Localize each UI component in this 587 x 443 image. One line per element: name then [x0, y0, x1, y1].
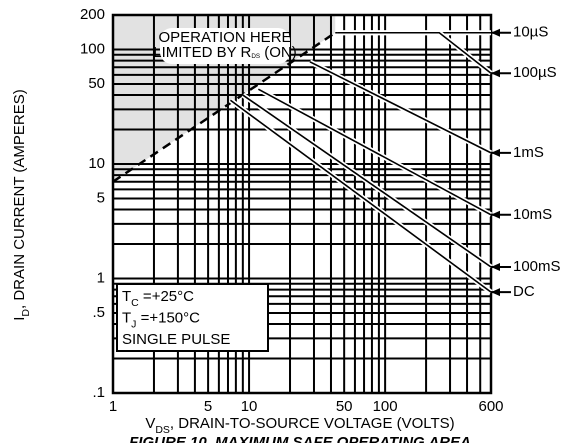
line [229, 99, 492, 293]
x-tick-label: 50 [336, 398, 353, 415]
legend-arrowhead [491, 210, 500, 219]
y-axis-label-main: I [11, 317, 28, 321]
x-tick-label: 1 [109, 398, 117, 415]
y-tick-label: 5 [97, 189, 105, 206]
conditions-box [116, 283, 269, 352]
x-axis-label-main: V [145, 415, 155, 432]
y-tick-label: 50 [88, 75, 105, 92]
legend-label: DC [513, 283, 535, 300]
condition-sub: J [131, 318, 136, 330]
y-tick-label: 10 [88, 155, 105, 172]
legend-label: 10mS [513, 206, 552, 223]
condition-main: T [122, 309, 131, 326]
condition-main: SINGLE PULSE [122, 331, 230, 348]
y-axis-label-rest: , DRAIN CURRENT (AMPERES) [11, 89, 28, 309]
legend-arrowhead [491, 262, 500, 271]
annotation: OPERATION HERE [158, 29, 291, 46]
condition-rest: =+150°C [136, 309, 200, 326]
legend-label: 10µS [513, 24, 548, 41]
condition: TJ =+150°C [122, 309, 200, 330]
line [257, 88, 492, 216]
condition: TC =+25°C [122, 288, 194, 309]
x-tick-label: 100 [373, 398, 398, 415]
legend-label: 1mS [513, 144, 544, 161]
legend-arrowhead [491, 148, 500, 157]
y-tick-label: .5 [92, 304, 105, 321]
annotation-box [160, 28, 290, 64]
condition-sub: C [131, 297, 139, 309]
x-axis-label: VDS, DRAIN-TO-SOURCE VOLTAGE (VOLTS) [145, 415, 454, 436]
x-tick-label: 5 [204, 398, 212, 415]
x-tick-label: 10 [241, 398, 258, 415]
x-tick-label: 600 [478, 398, 503, 415]
annotation-rest: (ON) [260, 44, 297, 61]
y-tick-label: .1 [92, 384, 105, 401]
legend-arrowhead [491, 288, 500, 297]
legend-arrowhead [491, 28, 500, 37]
y-tick-label: 100 [80, 40, 105, 57]
y-axis-label: ID, DRAIN CURRENT (AMPERES) [11, 89, 32, 321]
legend-label: 100µS [513, 64, 557, 81]
line [337, 31, 492, 74]
x-axis-label-sub: DS [155, 424, 170, 436]
line [309, 61, 492, 154]
condition-rest: =+25°C [139, 288, 194, 305]
legend-arrowhead [491, 69, 500, 78]
plot-frame [111, 13, 493, 395]
legend-label: 100mS [513, 258, 561, 275]
condition-main: T [122, 288, 131, 305]
annotation-sub: DS [251, 53, 260, 60]
y-tick-label: 200 [80, 6, 105, 23]
condition: SINGLE PULSE [122, 331, 230, 348]
line [242, 94, 492, 268]
caption: FIGURE 10. MAXIMUM SAFE OPERATING AREA [129, 434, 471, 443]
annotation-main: LIMITED BY R [153, 44, 251, 61]
y-tick-label: 1 [97, 269, 105, 286]
y-axis-label-sub: D [20, 309, 32, 317]
x-axis-label-rest: , DRAIN-TO-SOURCE VOLTAGE (VOLTS) [170, 415, 455, 432]
annotation: LIMITED BY RDS (ON) [153, 44, 297, 61]
